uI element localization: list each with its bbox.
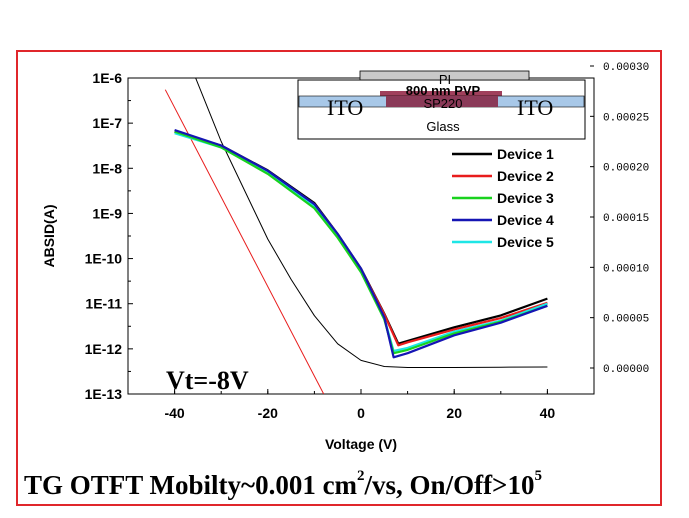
x-tick-label: 40 (540, 405, 556, 421)
series-device-2 (174, 130, 548, 347)
y-tick-label: 1E-9 (92, 205, 122, 221)
inset-ito-left: ITO (327, 95, 363, 120)
series-device-4 (174, 129, 548, 359)
series-device-3 (174, 130, 548, 355)
device-inset (297, 70, 586, 140)
right-tick-label: 0.00020 (603, 163, 649, 175)
y-tick-label: 1E-7 (92, 115, 122, 131)
y-tick-label: 1E-8 (92, 160, 122, 176)
x-tick-label: 0 (357, 405, 365, 421)
y-tick-label: 1E-6 (92, 70, 122, 86)
right-tick-label: 0.00030 (603, 62, 649, 74)
pi-layer (359, 70, 530, 81)
inset-glass-label: Glass (426, 119, 460, 134)
sp220-layer (386, 96, 498, 107)
caption-text-2: /vs, On/Off>10 (364, 470, 535, 500)
caption-text: TG OTFT Mobilty~0.001 cm (24, 470, 358, 500)
y-tick-label: 1E-13 (85, 386, 123, 402)
slide-frame (16, 50, 662, 506)
caption-sup-2: 5 (534, 468, 542, 484)
legend-label: Device 1 (497, 146, 554, 162)
caption: TG OTFT Mobilty~0.001 cm2/vs, On/Off>105 (24, 468, 542, 501)
x-tick-label: 20 (446, 405, 462, 421)
right-tick-label: 0.00015 (603, 213, 649, 225)
x-tick-label: -40 (164, 405, 184, 421)
legend-label: Device 4 (497, 212, 554, 228)
inset-frame (297, 79, 586, 140)
right-tick-label: 0.00005 (603, 314, 649, 326)
y-tick-label: 1E-12 (85, 341, 123, 357)
legend-label: Device 5 (497, 234, 554, 250)
right-tick-label: 0.00025 (603, 112, 649, 124)
y-axis-label: ABSID(A) (41, 205, 57, 268)
right-tick-label: 0.00000 (603, 364, 649, 376)
x-tick-label: -20 (258, 405, 278, 421)
vt-annotation: Vt=-8V (166, 366, 249, 395)
series-device-1 (174, 130, 548, 345)
right-tick-label: 0.00010 (603, 263, 649, 275)
caption-sup-1: 2 (357, 468, 365, 484)
x-axis-label: Voltage (V) (325, 436, 397, 452)
legend-label: Device 2 (497, 168, 554, 184)
series-sqrt-id (195, 78, 548, 368)
y-tick-label: 1E-10 (85, 251, 123, 267)
inset-pvp-label: 800 nm PVP (406, 83, 481, 98)
y-tick-label: 1E-11 (85, 296, 122, 312)
series-fit (164, 89, 325, 394)
legend-label: Device 3 (497, 190, 554, 206)
inset-ito-right: ITO (517, 95, 553, 120)
inset-sp220-label: SP220 (423, 96, 462, 111)
pvp-layer (380, 91, 502, 97)
inset-pi-label: PI (439, 72, 451, 87)
